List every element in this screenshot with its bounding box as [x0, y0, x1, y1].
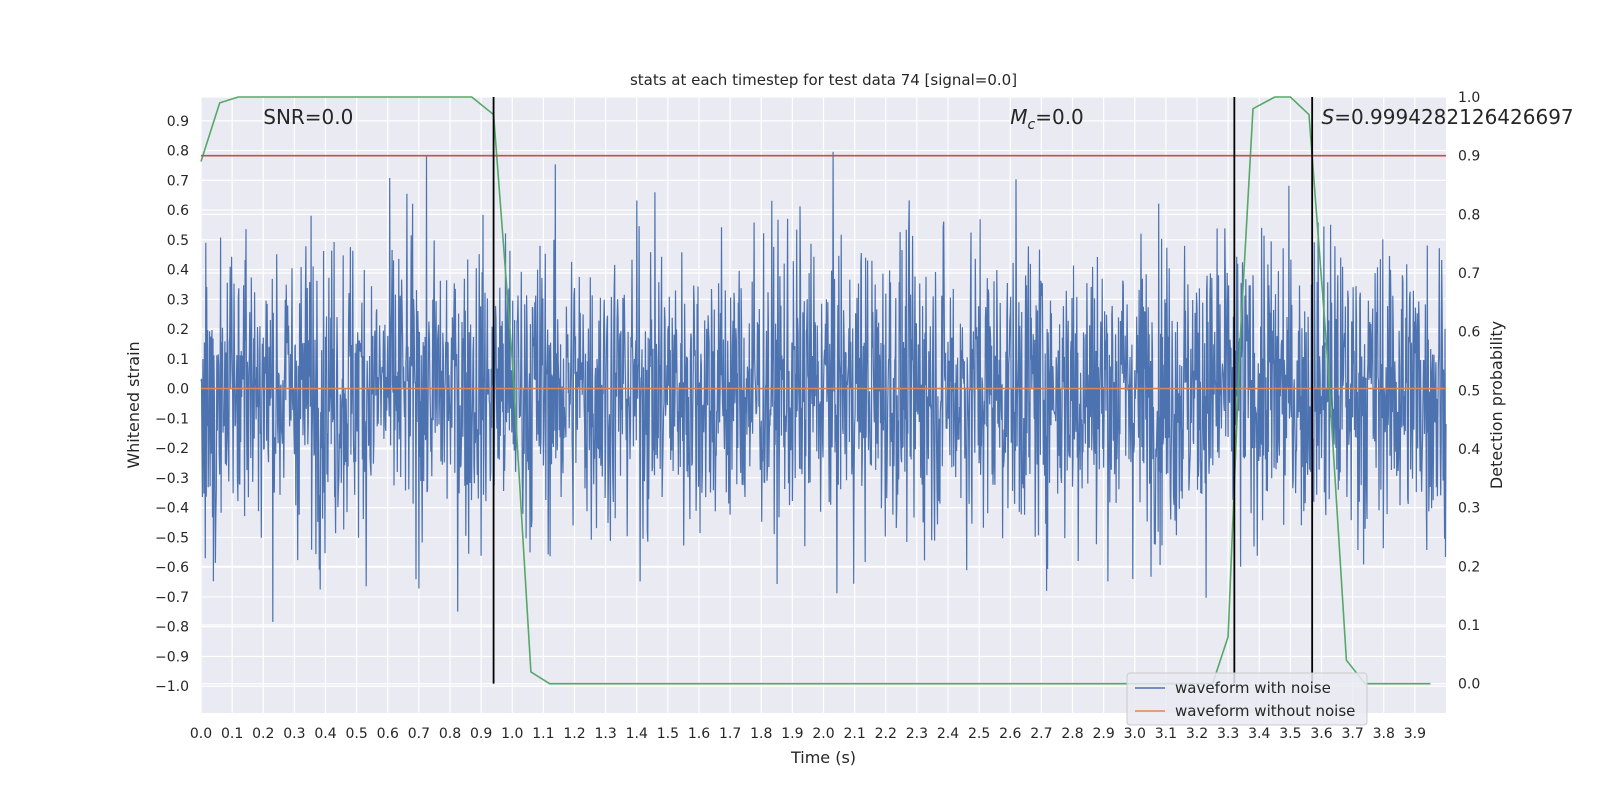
- x-tick-label: 1.6: [688, 726, 710, 742]
- detection-probability-line: [200, 96, 1431, 685]
- x-tick-label: 3.4: [1248, 726, 1270, 742]
- x-tick-label: 3.2: [1186, 726, 1208, 742]
- y-tick-label: 0.9: [167, 114, 189, 130]
- chart-title: stats at each timestep for test data 74 …: [630, 71, 1017, 89]
- y-tick-label: −0.9: [155, 649, 189, 665]
- s-symbol: S: [1322, 105, 1335, 129]
- x-tick-label: 0.8: [439, 726, 461, 742]
- y2-tick-label: 0.4: [1458, 442, 1480, 458]
- y-tick-label: 0.6: [167, 203, 189, 219]
- x-tick-label: 3.7: [1341, 726, 1363, 742]
- x-tick-label: 3.9: [1404, 726, 1426, 742]
- tick-labels: 0.0 0.1 0.2 0.3 0.4 0.5 0.6 0.7 0.8 0.9 1.0 1.1 1.2 1…: [155, 90, 1480, 742]
- x-tick-label: 0.4: [314, 726, 336, 742]
- x-tick-label: 2.3: [906, 726, 928, 742]
- legend-label-noise: waveform with noise: [1175, 679, 1331, 697]
- y2-tick-label: 1.0: [1458, 90, 1480, 106]
- y-tick-label: 0.1: [167, 352, 189, 368]
- x-tick-label: 0.2: [252, 726, 274, 742]
- x-tick-label: 1.8: [750, 726, 772, 742]
- y-tick-label: 0.4: [167, 263, 189, 279]
- y-tick-label: −0.1: [155, 411, 189, 427]
- y-tick-label: 0.0: [167, 382, 189, 398]
- x-tick-label: 1.3: [594, 726, 616, 742]
- y-tick-label: −0.3: [155, 471, 189, 487]
- x-tick-label: 1.9: [781, 726, 803, 742]
- x-tick-label: 1.0: [501, 726, 523, 742]
- legend: waveform with noise waveform without noi…: [1126, 672, 1368, 726]
- x-tick-label: 0.1: [221, 726, 243, 742]
- x-tick-label: 2.2: [875, 726, 897, 742]
- x-tick-label: 2.4: [937, 726, 959, 742]
- y-tick-label: 0.3: [167, 292, 189, 308]
- y-tick-label: −0.5: [155, 530, 189, 546]
- x-tick-label: 0.0: [190, 726, 212, 742]
- x-tick-label: 1.4: [626, 726, 648, 742]
- x-tick-label: 3.6: [1310, 726, 1332, 742]
- x-tick-label: 3.8: [1373, 726, 1395, 742]
- x-tick-label: 3.1: [1155, 726, 1177, 742]
- x-tick-label: 3.5: [1279, 726, 1301, 742]
- y-tick-label: −1.0: [155, 679, 189, 695]
- x-tick-label: 0.9: [470, 726, 492, 742]
- x-tick-label: 2.7: [1030, 726, 1052, 742]
- x-tick-label: 0.7: [408, 726, 430, 742]
- y2-tick-label: 0.1: [1458, 618, 1480, 634]
- x-tick-label: 0.6: [377, 726, 399, 742]
- y2-tick-label: 0.3: [1458, 501, 1480, 517]
- y2-tick-label: 0.7: [1458, 266, 1480, 282]
- vertical-markers: [492, 97, 1314, 684]
- y-tick-label: 0.8: [167, 144, 189, 160]
- mc-subscript: c: [1028, 117, 1036, 133]
- y-axis-label: Whitened strain: [124, 341, 143, 468]
- y-tick-label: 0.2: [167, 322, 189, 338]
- line-series: [200, 96, 1446, 685]
- x-tick-label: 1.5: [657, 726, 679, 742]
- x-tick-label: 0.3: [283, 726, 305, 742]
- y-tick-label: −0.8: [155, 620, 189, 636]
- x-tick-label: 2.6: [999, 726, 1021, 742]
- snr-annotation: SNR=0.0: [263, 105, 353, 129]
- y-tick-label: 0.7: [167, 173, 189, 189]
- legend-box: [1126, 672, 1368, 726]
- legend-label-clean: waveform without noise: [1175, 702, 1355, 720]
- x-tick-label: 1.7: [719, 726, 741, 742]
- x-tick-label: 2.0: [812, 726, 834, 742]
- y-tick-label: −0.2: [155, 441, 189, 457]
- mc-symbol: M: [1010, 105, 1027, 129]
- mc-value: =0.0: [1035, 105, 1084, 129]
- y2-tick-label: 0.0: [1458, 677, 1480, 693]
- x-tick-label: 2.1: [843, 726, 865, 742]
- x-tick-label: 3.3: [1217, 726, 1239, 742]
- y2-tick-label: 0.9: [1458, 149, 1480, 165]
- y-tick-label: 0.5: [167, 233, 189, 249]
- x-tick-label: 1.1: [532, 726, 554, 742]
- y2-tick-label: 0.6: [1458, 325, 1480, 341]
- y2-tick-label: 0.5: [1458, 383, 1480, 399]
- x-tick-label: 2.9: [1092, 726, 1114, 742]
- mc-annotation: Mc=0.0: [1010, 105, 1084, 133]
- x-tick-label: 0.5: [345, 726, 367, 742]
- y-tick-label: −0.4: [155, 501, 189, 517]
- y2-axis-label: Detection probability: [1487, 321, 1506, 489]
- s-value: =0.9994282126426697: [1334, 105, 1573, 129]
- y2-tick-label: 0.8: [1458, 207, 1480, 223]
- y2-tick-label: 0.2: [1458, 559, 1480, 575]
- x-tick-label: 1.2: [563, 726, 585, 742]
- y-tick-label: −0.7: [155, 590, 189, 606]
- x-axis-label: Time (s): [790, 748, 856, 767]
- x-tick-label: 3.0: [1124, 726, 1146, 742]
- y-tick-label: −0.6: [155, 560, 189, 576]
- x-tick-label: 2.8: [1061, 726, 1083, 742]
- s-annotation: S=0.9994282126426697: [1322, 105, 1574, 129]
- x-tick-label: 2.5: [968, 726, 990, 742]
